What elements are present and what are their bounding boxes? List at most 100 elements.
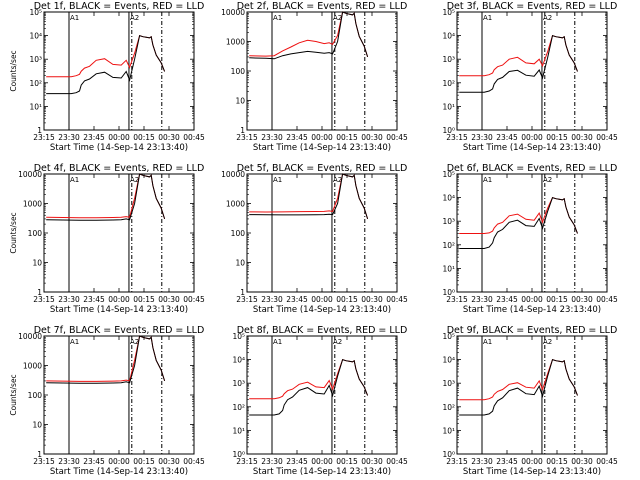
x-tick-label: 23:30	[471, 295, 493, 304]
panel-det-4: Det 4f, BLACK = Events, RED = LLD 1 10 100 1…	[9, 163, 205, 315]
marker-label: A1	[70, 176, 79, 184]
y-tick-label: 100	[231, 67, 246, 76]
y-tick-label: 10000	[18, 170, 42, 179]
series-events	[46, 173, 166, 221]
x-axis-label: Start Time (14-Sep-14 23:13:40)	[50, 143, 188, 153]
marker-label: A1	[483, 176, 492, 184]
y-tick-label: 1	[37, 450, 42, 459]
x-tick-label: 23:45	[496, 457, 518, 466]
y-tick-label: 10⁰	[442, 126, 455, 135]
y-tick-label: 10⁵	[232, 332, 245, 341]
plot-frame	[43, 173, 195, 293]
x-tick-label: 00:30	[361, 295, 383, 304]
marker-label: A1	[70, 14, 79, 22]
x-tick-label: 23:45	[496, 133, 518, 142]
x-tick-label: 23:30	[58, 457, 80, 466]
y-tick-label: 100	[231, 229, 246, 238]
panel-det-3: Det 3f, BLACK = Events, RED = LLD 10⁰ 10¹ 1…	[442, 1, 618, 153]
marker-label: A1	[70, 338, 79, 346]
x-axis-label: Start Time (14-Sep-14 23:13:40)	[463, 305, 601, 315]
y-tick-label: 10	[235, 259, 245, 268]
x-tick-label: 00:15	[546, 457, 568, 466]
x-tick-label: 23:45	[286, 457, 308, 466]
x-tick-label: 00:45	[183, 295, 205, 304]
panel-det-9: Det 9f, BLACK = Events, RED = LLD 10⁰ 10¹ 1…	[442, 325, 618, 477]
x-tick-label: 00:30	[571, 457, 593, 466]
y-tick-label: 1	[240, 288, 245, 297]
y-tick-label: 10000	[221, 8, 245, 17]
panel-title: Det 2f, BLACK = Events, RED = LLD	[237, 1, 408, 12]
x-tick-label: 23:45	[286, 133, 308, 142]
x-axis-label: Start Time (14-Sep-14 23:13:40)	[463, 467, 601, 477]
x-tick-label: 00:30	[571, 295, 593, 304]
y-tick-label: 10	[32, 421, 42, 430]
y-tick-label: 100	[28, 229, 43, 238]
x-tick-label: 23:15	[236, 133, 258, 142]
y-tick-label: 10⁰	[442, 450, 455, 459]
x-tick-label: 00:15	[133, 133, 155, 142]
marker-label: A1	[483, 338, 492, 346]
x-tick-label: 00:45	[596, 295, 618, 304]
plot-frame	[43, 335, 195, 455]
series-lld	[459, 196, 578, 234]
plot-frame	[456, 11, 608, 131]
x-tick-label: 00:00	[521, 295, 543, 304]
series-lld	[249, 358, 369, 400]
y-tick-label: 10²	[29, 79, 42, 88]
x-tick-label: 00:45	[596, 133, 618, 142]
marker-label: A1	[483, 14, 492, 22]
x-tick-label: 00:00	[311, 295, 333, 304]
plot-frame	[246, 11, 398, 131]
x-tick-label: 23:30	[261, 295, 283, 304]
y-tick-label: 10	[32, 259, 42, 268]
marker-label: A2	[130, 14, 139, 22]
y-tick-label: 10⁴	[442, 32, 455, 41]
x-tick-label: 23:30	[471, 133, 493, 142]
x-tick-label: 00:15	[133, 295, 155, 304]
plot-frame	[246, 335, 398, 455]
x-tick-label: 23:30	[261, 133, 283, 142]
marker-label: A2	[130, 176, 139, 184]
panel-title: Det 6f, BLACK = Events, RED = LLD	[447, 163, 618, 174]
x-tick-label: 00:15	[336, 457, 358, 466]
y-tick-label: 1	[240, 126, 245, 135]
x-axis-label: Start Time (14-Sep-14 23:13:40)	[50, 305, 188, 315]
y-tick-label: 10¹	[442, 426, 455, 435]
marker-label: A1	[273, 176, 282, 184]
x-tick-label: 00:30	[361, 457, 383, 466]
series-events	[249, 173, 369, 220]
marker-label: A2	[333, 176, 342, 184]
plot-frame	[43, 11, 195, 131]
x-tick-label: 00:15	[336, 295, 358, 304]
marker-label: A2	[333, 338, 342, 346]
y-tick-label: 10⁴	[29, 32, 42, 41]
y-tick-label: 10¹	[442, 264, 455, 273]
x-tick-label: 23:30	[261, 457, 283, 466]
x-axis-label: Start Time (14-Sep-14 23:13:40)	[253, 305, 391, 315]
series-events	[459, 34, 578, 93]
panel-det-2: Det 2f, BLACK = Events, RED = LLD 1 10 100 1…	[221, 1, 408, 153]
y-tick-label: 1000	[23, 362, 42, 371]
panel-title: Det 3f, BLACK = Events, RED = LLD	[447, 1, 618, 12]
y-tick-label: 10³	[232, 379, 245, 388]
x-tick-label: 00:15	[546, 295, 568, 304]
x-tick-label: 23:45	[286, 295, 308, 304]
y-tick-label: 10³	[29, 55, 42, 64]
y-tick-label: 10⁰	[232, 450, 245, 459]
marker-label: A2	[333, 14, 342, 22]
series-lld	[249, 11, 369, 58]
x-tick-label: 00:30	[158, 457, 180, 466]
series-events	[459, 358, 578, 416]
series-lld	[459, 358, 578, 401]
x-tick-label: 23:15	[446, 133, 468, 142]
plot-frame	[456, 335, 608, 455]
x-tick-label: 23:15	[33, 457, 55, 466]
y-tick-label: 10⁵	[29, 8, 42, 17]
panel-det-1: Det 1f, BLACK = Events, RED = LLD 1 10¹ 10²…	[9, 1, 205, 153]
y-tick-label: 10	[235, 97, 245, 106]
plot-frame	[246, 173, 398, 293]
x-tick-label: 00:00	[311, 133, 333, 142]
y-tick-label: 10⁴	[232, 356, 245, 365]
panel-det-7: Det 7f, BLACK = Events, RED = LLD 1 10 100 1…	[9, 325, 205, 477]
